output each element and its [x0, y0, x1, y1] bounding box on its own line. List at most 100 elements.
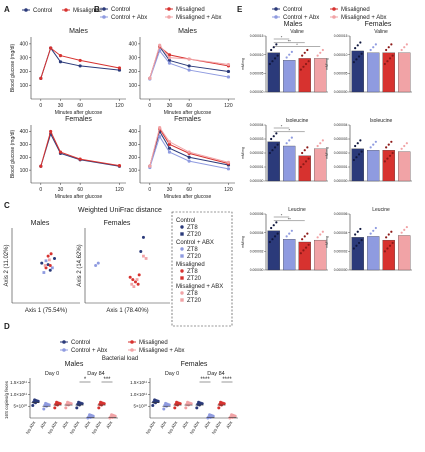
y-tick-label: 0.000002 — [250, 250, 264, 254]
subtitle-day0: Day 0 — [45, 371, 59, 377]
legend-b-control-abx-swatch — [102, 15, 106, 19]
data-point — [290, 136, 293, 139]
data-point — [156, 399, 160, 403]
y-axis-label: 16S copies/g feces — [4, 380, 9, 419]
legend-d-misaligned-swatch — [130, 340, 134, 344]
data-point — [356, 142, 359, 145]
data-point — [354, 144, 357, 148]
y-tick-label: 5×10¹⁰ — [14, 404, 28, 409]
data-point — [97, 406, 101, 410]
data-point — [272, 135, 275, 138]
data-point — [369, 232, 372, 235]
bar — [267, 230, 280, 271]
data-point — [323, 60, 326, 63]
data-point — [303, 149, 306, 152]
data-point — [360, 52, 363, 55]
y-axis-label: Axis 2 (14.62%) — [77, 244, 83, 286]
data-point — [288, 232, 291, 235]
data-point — [226, 160, 231, 164]
legend-c-item: ZT8 — [187, 291, 198, 297]
data-point — [167, 150, 172, 154]
data-point — [383, 160, 386, 163]
legend-e-misaligned-label: Misaligned — [341, 7, 370, 13]
data-point — [354, 233, 357, 236]
data-point — [403, 144, 406, 148]
bar — [382, 52, 395, 93]
data-point — [307, 243, 310, 246]
data-point — [270, 226, 273, 230]
y-tick-label: 0.000003 — [250, 137, 264, 141]
sig-label: * — [281, 213, 283, 218]
x-tick-label: Abx — [83, 419, 92, 429]
data-point — [275, 43, 278, 46]
data-point — [132, 285, 136, 288]
subtitle-day0: Day 0 — [165, 371, 179, 377]
data-point — [299, 252, 302, 255]
x-axis-label: Axis 1 (75.54%) — [25, 308, 67, 314]
data-point — [376, 151, 379, 155]
data-point — [368, 246, 371, 249]
data-point — [355, 156, 358, 159]
y-tick-label: 400 — [129, 42, 138, 48]
data-point — [139, 249, 143, 253]
data-point — [307, 157, 310, 160]
legend-c-item: ZT20 — [187, 232, 202, 238]
data-point — [46, 254, 50, 258]
sig-label: * — [281, 35, 283, 40]
sig-label: ** — [288, 216, 292, 221]
x-tick-label: 60 — [77, 103, 83, 109]
bar — [351, 148, 364, 182]
data-point — [200, 402, 204, 406]
data-point — [320, 244, 323, 247]
data-point — [273, 146, 277, 149]
data-point — [233, 414, 237, 418]
data-point — [44, 259, 48, 263]
data-point — [306, 146, 309, 149]
data-point — [399, 161, 402, 164]
data-point — [301, 151, 304, 155]
data-point — [372, 229, 375, 232]
bar — [314, 148, 327, 182]
data-point — [48, 268, 52, 272]
data-point — [275, 132, 278, 135]
bar — [267, 52, 280, 93]
bar — [398, 52, 411, 93]
data-point — [292, 240, 295, 244]
data-point — [178, 402, 182, 406]
legend-c-swatch — [180, 298, 184, 302]
x-tick-label: Abx — [159, 419, 168, 429]
data-point — [320, 62, 323, 66]
x-tick-label: 30 — [58, 103, 64, 109]
data-point — [276, 143, 279, 146]
data-point — [131, 278, 135, 282]
data-point — [48, 258, 51, 262]
bar — [351, 237, 364, 271]
data-point — [47, 403, 51, 407]
data-point — [372, 143, 375, 146]
data-point — [286, 246, 290, 249]
legend-b-misaligned-abx-swatch — [167, 15, 171, 19]
data-point — [374, 226, 377, 230]
data-point — [387, 233, 390, 236]
x-tick-label: Abx — [225, 419, 234, 429]
x-tick-label: 120 — [115, 187, 124, 193]
y-tick-label: 100 — [20, 168, 29, 174]
data-point — [319, 142, 322, 145]
data-point — [357, 153, 361, 156]
data-point — [276, 54, 279, 57]
data-point — [390, 140, 393, 143]
data-point — [399, 245, 402, 248]
x-tick-label: 120 — [224, 187, 233, 193]
y-tick-label: 100 — [20, 83, 29, 89]
data-point — [301, 54, 304, 57]
data-point — [136, 282, 140, 286]
data-point — [391, 241, 394, 245]
data-point — [284, 249, 287, 252]
x-tick-label: No Abx — [211, 419, 223, 435]
x-tick-label: 30 — [58, 187, 64, 193]
data-point — [368, 160, 371, 163]
panel-letter-D: D — [4, 322, 10, 331]
y-tick-label: 0.000002 — [334, 151, 348, 155]
data-point — [316, 144, 319, 148]
